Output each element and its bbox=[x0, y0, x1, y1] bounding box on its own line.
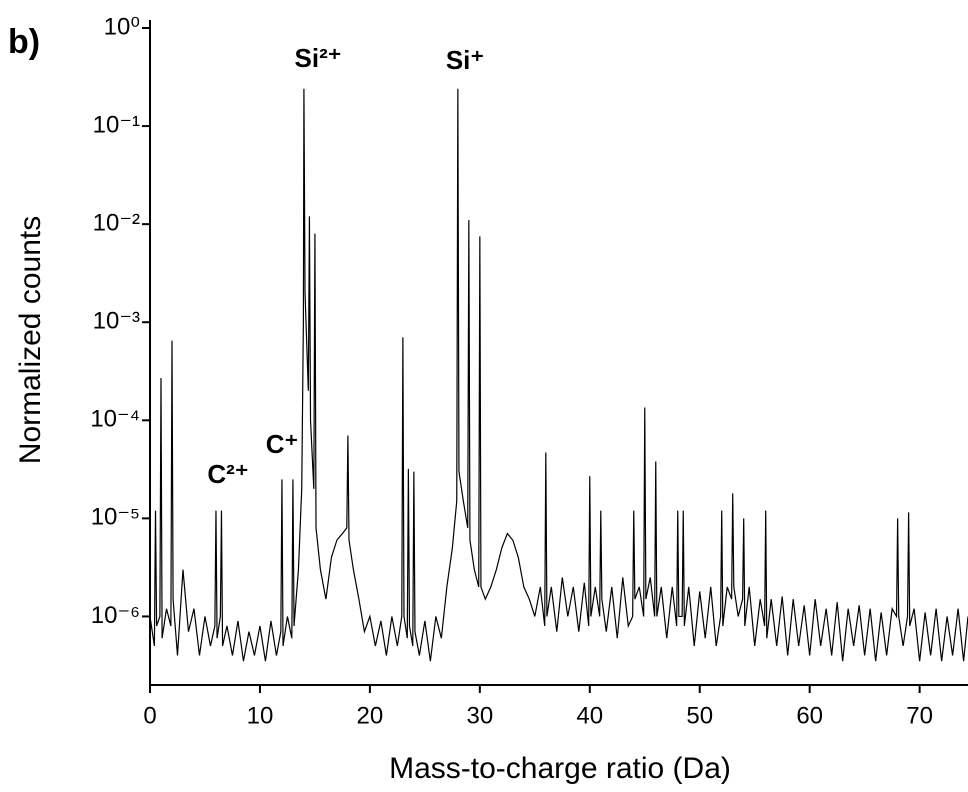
panel-label: b) bbox=[8, 23, 40, 61]
spectrum-line bbox=[149, 88, 968, 662]
y-tick-label: 10⁻⁵ bbox=[91, 504, 140, 531]
x-tick-label: 40 bbox=[576, 702, 603, 729]
annotation: Si⁺ bbox=[446, 45, 484, 75]
x-tick-label: 50 bbox=[686, 702, 713, 729]
x-axis-title: Mass-to-charge ratio (Da) bbox=[389, 752, 731, 785]
y-tick-label: 10⁻⁴ bbox=[90, 406, 140, 433]
y-tick-label: 10⁻⁶ bbox=[91, 602, 140, 629]
x-tick-label: 70 bbox=[906, 702, 933, 729]
y-tick-label: 10⁻² bbox=[93, 209, 140, 236]
x-tick-label: 10 bbox=[247, 702, 274, 729]
y-tick-label: 10⁻³ bbox=[93, 308, 140, 335]
annotation: Si²⁺ bbox=[295, 43, 342, 73]
x-tick-label: 30 bbox=[466, 702, 493, 729]
y-tick-label: 10⁻¹ bbox=[93, 111, 140, 138]
x-tick-label: 20 bbox=[357, 702, 384, 729]
annotation: C²⁺ bbox=[207, 459, 248, 489]
x-tick-label: 0 bbox=[143, 702, 156, 729]
y-tick-label: 10⁰ bbox=[104, 13, 140, 40]
x-tick-label: 60 bbox=[796, 702, 823, 729]
annotation: C⁺ bbox=[266, 429, 299, 459]
y-axis-title: Normalized counts bbox=[14, 216, 47, 464]
